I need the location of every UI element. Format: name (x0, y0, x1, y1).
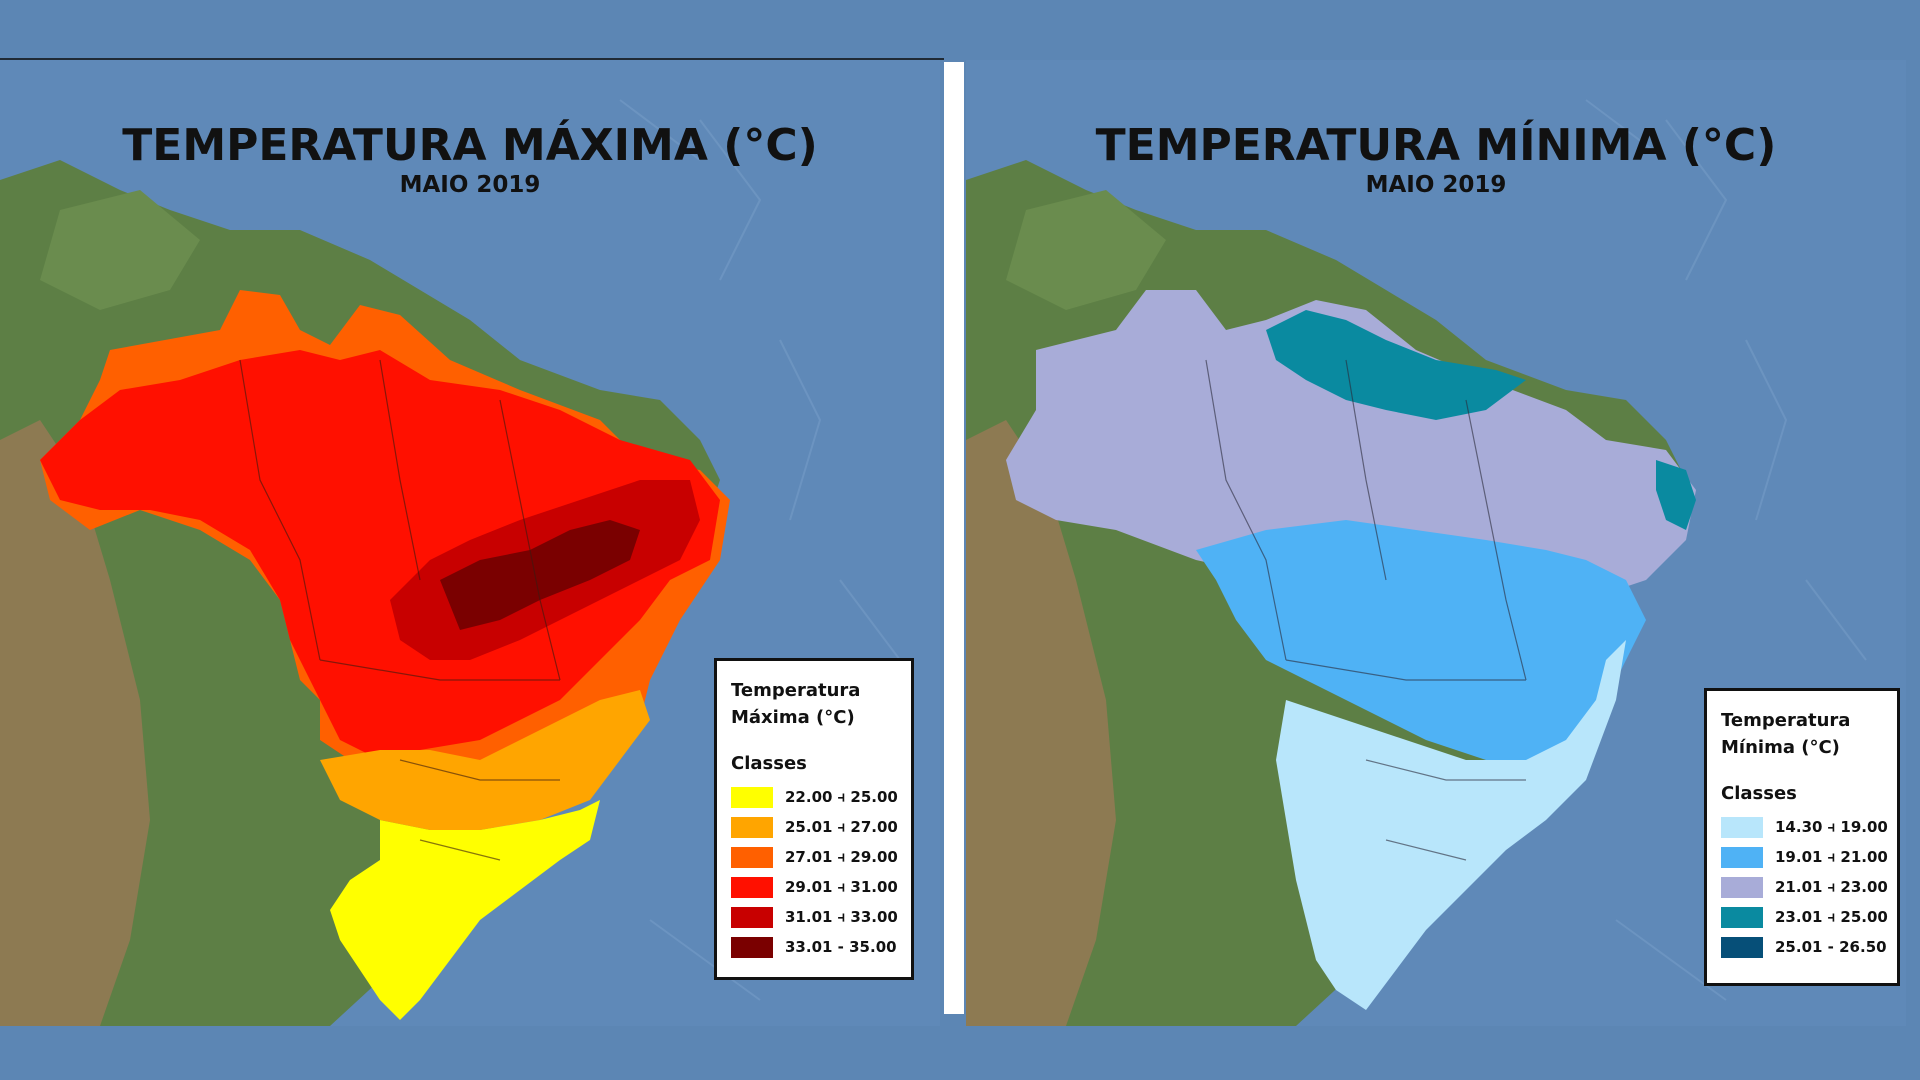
panel-divider (944, 62, 964, 1014)
legend-swatch (1721, 936, 1763, 958)
andes-region (966, 420, 1116, 1026)
legend-swatch (1721, 876, 1763, 898)
legend-title-line2: Máxima (°C) (731, 707, 855, 728)
northern-landmass (1006, 190, 1166, 310)
legend-item: 23.01 ⫞ 25.00 (1721, 902, 1888, 932)
max-temperature-map-panel: TEMPERATURA MÁXIMA (°C) MAIO 2019 Temper… (0, 60, 940, 1026)
legend-item: 25.01 - 26.50 (1721, 932, 1887, 962)
legend-label: 21.01 ⫞ 23.00 (1775, 878, 1888, 896)
class-23-25-region-east (1656, 460, 1696, 530)
legend-label: 29.01 ⫞ 31.00 (785, 878, 898, 896)
legend-label: 14.30 ⫞ 19.00 (1775, 818, 1888, 836)
class-14-19-region (1276, 640, 1626, 1010)
legend-swatch (731, 876, 773, 898)
legend-title-line2: Mínima (°C) (1721, 737, 1840, 758)
legend: Temperatura Mínima (°C) Classes 14.30 ⫞ … (1704, 688, 1900, 986)
legend-swatch (731, 786, 773, 808)
legend-label: 33.01 - 35.00 (785, 938, 897, 956)
legend-label: 31.01 ⫞ 33.00 (785, 908, 898, 926)
andes-region (0, 420, 150, 1026)
class-22-25-region (330, 800, 600, 1020)
class-21-23-region (1006, 290, 1696, 600)
northern-landmass (40, 190, 200, 310)
legend-item: 25.01 ⫞ 27.00 (731, 812, 898, 842)
ocean-ridges (619, 99, 901, 1001)
legend-title-line1: Temperatura (731, 680, 861, 701)
legend-label: 27.01 ⫞ 29.00 (785, 848, 898, 866)
legend-item: 31.01 ⫞ 33.00 (731, 902, 898, 932)
legend-item: 14.30 ⫞ 19.00 (1721, 812, 1888, 842)
class-19-21-region (1196, 520, 1646, 760)
legend-swatch (1721, 846, 1763, 868)
legend-swatch (731, 846, 773, 868)
class-25-27-region (320, 690, 650, 830)
legend-item: 22.00 ⫞ 25.00 (731, 782, 898, 812)
legend-item: 29.01 ⫞ 31.00 (731, 872, 898, 902)
legend-item: 33.01 - 35.00 (731, 932, 897, 962)
legend: Temperatura Máxima (°C) Classes 22.00 ⫞ … (714, 658, 914, 980)
map-subtitle: MAIO 2019 (399, 172, 541, 198)
top-border-line (0, 58, 944, 60)
legend-classes-label: Classes (1721, 783, 1797, 804)
class-29-31-region (40, 350, 720, 760)
legend-swatch (731, 906, 773, 928)
legend-label: 25.01 ⫞ 27.00 (785, 818, 898, 836)
legend-swatch (731, 816, 773, 838)
legend-swatch (1721, 816, 1763, 838)
ocean-ridges (1585, 99, 1867, 1001)
legend-classes-label: Classes (731, 753, 807, 774)
map-title: TEMPERATURA MÍNIMA (°C) (1095, 120, 1777, 171)
min-temperature-map-panel: TEMPERATURA MÍNIMA (°C) MAIO 2019 Temper… (966, 60, 1906, 1026)
state-boundaries (1205, 359, 1527, 861)
legend-label: 22.00 ⫞ 25.00 (785, 788, 898, 806)
legend-label: 19.01 ⫞ 21.00 (1775, 848, 1888, 866)
brazil-min-classes (1006, 290, 1696, 1010)
class-33-35-region (440, 520, 640, 630)
legend-item: 27.01 ⫞ 29.00 (731, 842, 898, 872)
map-title: TEMPERATURA MÁXIMA (°C) (122, 120, 818, 171)
class-23-25-region (1266, 310, 1526, 420)
legend-swatch (1721, 906, 1763, 928)
legend-label: 23.01 ⫞ 25.00 (1775, 908, 1888, 926)
state-boundaries (239, 359, 561, 861)
legend-item: 19.01 ⫞ 21.00 (1721, 842, 1888, 872)
max-temperature-map (0, 60, 940, 1026)
legend-item: 21.01 ⫞ 23.00 (1721, 872, 1888, 902)
legend-label: 25.01 - 26.50 (1775, 938, 1887, 956)
legend-swatch (731, 936, 773, 958)
legend-title-line1: Temperatura (1721, 710, 1851, 731)
map-subtitle: MAIO 2019 (1365, 172, 1507, 198)
brazil-max-classes (40, 290, 730, 1020)
